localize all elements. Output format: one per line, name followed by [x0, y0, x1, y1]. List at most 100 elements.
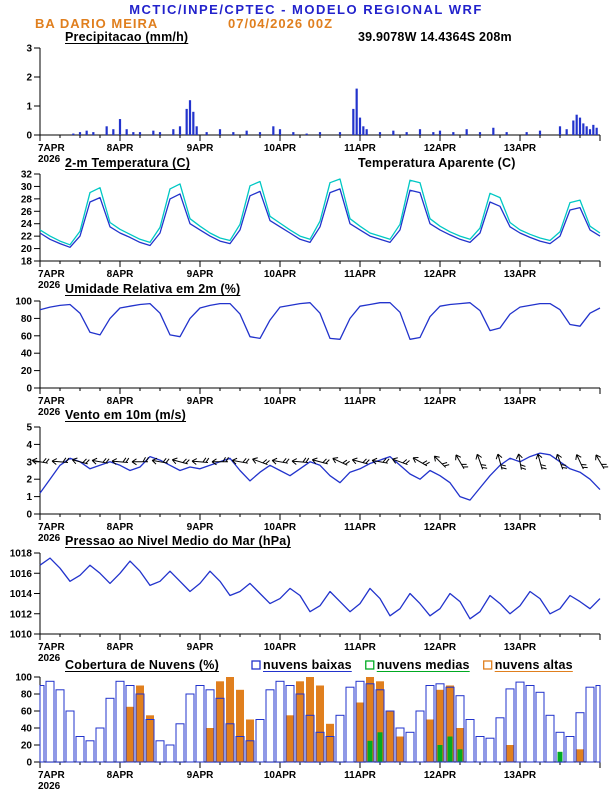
x-tick-label: 13APR	[504, 143, 537, 154]
cloud-bar-nuvens-altas	[426, 719, 434, 762]
chart-element	[575, 454, 588, 470]
y-tick-label: 1018	[10, 549, 33, 560]
x-tick-label: 12APR	[424, 269, 457, 280]
panel-title: Cobertura de Nuvens (%)	[65, 658, 219, 672]
x-tick-label: 10APR	[264, 396, 297, 407]
precip-bar	[272, 126, 275, 135]
cloud-bar-nuvens-baixas	[315, 731, 325, 763]
precip-bar	[138, 132, 142, 135]
y-tick-label: 3	[26, 457, 32, 468]
x-tick-label: 10APR	[264, 642, 297, 653]
precip-bar	[358, 117, 362, 135]
chart-element	[371, 457, 390, 465]
y-tick-label: 1014	[10, 589, 33, 600]
panel-right-label: 39.9078W 14.4364S 208m	[358, 30, 512, 44]
precip-bar	[465, 129, 468, 135]
cloud-bar-nuvens-altas	[326, 723, 334, 763]
x-tick-label: 12APR	[424, 396, 457, 407]
y-tick-label: 2	[26, 475, 32, 486]
wind-barb	[433, 455, 450, 468]
precip-bar	[205, 132, 208, 135]
x-tick-label: 9APR	[187, 269, 214, 280]
cloud-bar-nuvens-baixas	[145, 719, 155, 763]
y-tick-label: 4	[26, 440, 32, 451]
cloud-bar-nuvens-baixas	[295, 693, 305, 763]
year-label: 2026	[38, 653, 61, 664]
chart-element	[171, 457, 190, 465]
cloud-bar-nuvens-altas	[126, 706, 134, 763]
cloud-bar-nuvens-altas	[286, 715, 294, 763]
cloud-bar-nuvens-baixas	[355, 680, 365, 763]
x-tick-label: 13APR	[504, 522, 537, 533]
precip-bar	[355, 88, 358, 135]
cloud-bar-nuvens-baixas	[345, 686, 355, 763]
cloud-bar-nuvens-baixas	[365, 683, 375, 763]
cloud-bar-nuvens-baixas	[275, 680, 285, 763]
precip-bar	[452, 132, 455, 135]
y-tick-label: 80	[21, 690, 33, 701]
y-tick-label: 60	[21, 331, 33, 342]
precip-bar	[178, 126, 182, 135]
precip-bar	[192, 111, 195, 135]
chart-element	[535, 453, 547, 470]
y-tick-label: 20	[21, 366, 33, 377]
cloud-bar-nuvens-baixas	[235, 736, 245, 763]
cloud-bar-nuvens-altas	[366, 677, 374, 762]
legend-swatch-nuvens-baixas	[251, 660, 261, 670]
y-tick-label: 2	[26, 73, 32, 84]
chart-element	[595, 454, 609, 469]
precip-bar	[318, 132, 322, 135]
chart-element	[91, 457, 110, 465]
precip-bar	[195, 126, 198, 135]
series-vento-em-10m-m-s	[39, 452, 601, 501]
cloud-bar-nuvens-baixas	[415, 710, 425, 763]
precip-bar	[525, 132, 528, 135]
cloud-bar-nuvens-baixas	[535, 691, 545, 763]
cloud-bar-nuvens-medias	[557, 751, 563, 762]
wind-barb	[495, 453, 507, 470]
cloud-bar-nuvens-baixas	[195, 685, 205, 763]
y-tick-label: 40	[21, 724, 33, 735]
wind-barb	[555, 453, 568, 470]
y-tick-label: 0	[26, 510, 32, 521]
wind-barb	[595, 454, 609, 469]
legend-label-nuvens-baixas: nuvens baixas	[263, 658, 352, 672]
precip-bar	[125, 129, 128, 135]
cloud-bar-nuvens-baixas	[545, 714, 555, 763]
cloud-bar-nuvens-medias	[447, 736, 453, 762]
cloud-bar-nuvens-medias	[377, 732, 383, 763]
chart-element	[31, 457, 50, 465]
chart-element	[191, 457, 210, 465]
precip-bar	[558, 126, 562, 135]
wind-barb	[311, 457, 330, 465]
x-tick-label: 8APR	[107, 642, 134, 653]
chart-element	[351, 457, 370, 465]
x-tick-label: 13APR	[504, 642, 537, 653]
cloud-bar-nuvens-baixas	[305, 714, 315, 763]
cloud-bar-nuvens-altas	[356, 702, 364, 762]
precip-bar	[292, 132, 295, 135]
cloud-bar-nuvens-baixas	[565, 736, 575, 763]
cloud-bar-nuvens-baixas	[265, 689, 275, 763]
wind-barb	[371, 457, 390, 465]
cloud-bar-nuvens-medias	[457, 749, 463, 763]
cloud-bar-nuvens-baixas	[45, 680, 55, 763]
x-tick-label: 13APR	[504, 770, 537, 781]
cloud-bar-nuvens-baixas	[425, 685, 435, 763]
y-tick-label: 3	[26, 44, 32, 55]
chart-element	[252, 457, 270, 466]
cloud-bar-nuvens-altas	[296, 681, 304, 763]
cloud-bar-nuvens-baixas	[245, 740, 255, 763]
y-tick-label: 80	[21, 314, 33, 325]
cloud-bar-nuvens-baixas	[325, 736, 335, 763]
wind-barb	[291, 457, 310, 465]
precip-bar	[278, 129, 282, 135]
x-tick-label: 12APR	[424, 642, 457, 653]
x-tick-label: 13APR	[504, 269, 537, 280]
chart-element	[151, 457, 170, 465]
x-tick-label: 11APR	[344, 642, 376, 653]
precip-bar	[118, 119, 122, 135]
cloud-bar-nuvens-altas	[216, 681, 224, 763]
